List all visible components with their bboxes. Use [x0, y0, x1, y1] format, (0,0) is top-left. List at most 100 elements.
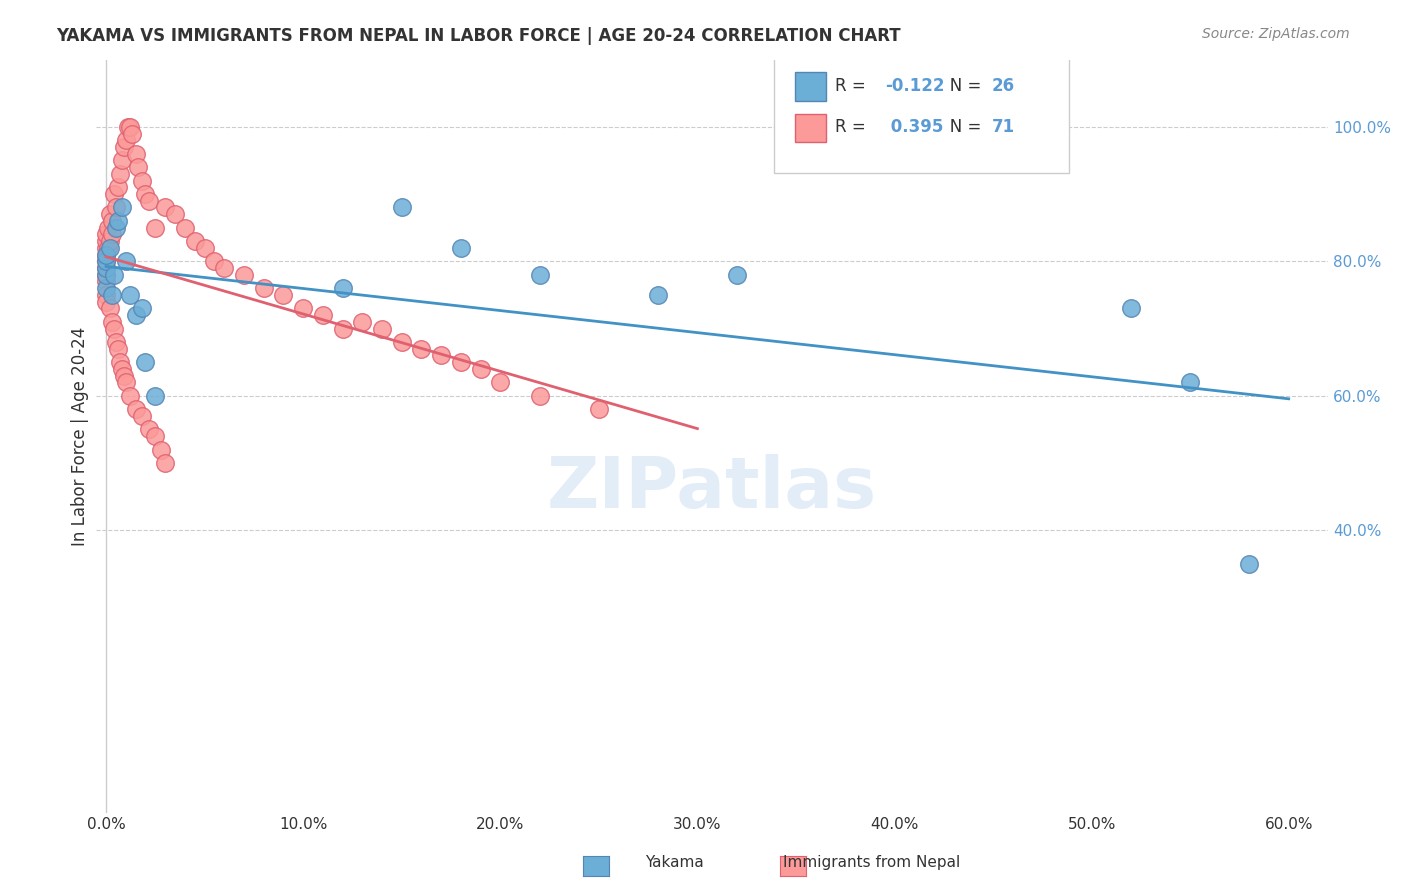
Point: [112, 140, 135, 154]
Text: Source: ZipAtlas.com: Source: ZipAtlas.com: [1202, 27, 1350, 41]
Point: [489, 376, 512, 390]
Point: [94, 294, 117, 309]
Point: [94, 260, 117, 275]
Point: [165, 207, 187, 221]
Point: [98, 301, 121, 316]
Point: [174, 220, 197, 235]
Point: [124, 308, 146, 322]
Point: [103, 321, 125, 335]
Point: [104, 220, 127, 235]
Point: [94, 247, 117, 261]
Point: [112, 368, 135, 383]
Point: [332, 281, 354, 295]
Point: [391, 201, 413, 215]
Point: [118, 120, 141, 134]
Text: YAKAMA VS IMMIGRANTS FROM NEPAL IN LABOR FORCE | AGE 20-24 CORRELATION CHART: YAKAMA VS IMMIGRANTS FROM NEPAL IN LABOR…: [56, 27, 901, 45]
Point: [107, 342, 129, 356]
Text: 0.395: 0.395: [884, 119, 943, 136]
Point: [117, 120, 139, 134]
Point: [233, 268, 256, 282]
Point: [118, 288, 141, 302]
Point: [253, 281, 276, 295]
Text: R =: R =: [835, 77, 872, 95]
Text: 26: 26: [991, 77, 1015, 95]
Text: ZIPatlas: ZIPatlas: [547, 454, 877, 524]
Point: [98, 207, 121, 221]
Point: [107, 214, 129, 228]
Text: N =: N =: [934, 77, 987, 95]
Point: [94, 281, 117, 295]
Point: [194, 241, 217, 255]
Point: [124, 402, 146, 417]
Point: [588, 402, 610, 417]
Point: [118, 389, 141, 403]
Point: [292, 301, 315, 316]
Point: [411, 342, 433, 356]
Point: [111, 201, 134, 215]
Point: [94, 260, 117, 275]
Point: [111, 362, 134, 376]
Point: [725, 268, 748, 282]
Point: [391, 334, 413, 349]
Point: [143, 389, 166, 403]
Point: [97, 241, 120, 255]
Point: [98, 241, 121, 255]
Point: [111, 153, 134, 168]
FancyBboxPatch shape: [773, 52, 1070, 172]
Point: [94, 268, 117, 282]
Point: [184, 234, 207, 248]
Point: [450, 241, 472, 255]
Point: [94, 275, 117, 289]
Point: [529, 389, 551, 403]
Point: [94, 234, 117, 248]
Text: 71: 71: [991, 119, 1015, 136]
Point: [101, 288, 124, 302]
Text: -0.122: -0.122: [884, 77, 945, 95]
Point: [127, 160, 149, 174]
Point: [94, 247, 117, 261]
Point: [470, 362, 492, 376]
Point: [143, 220, 166, 235]
Text: N =: N =: [934, 119, 987, 136]
Point: [204, 254, 226, 268]
Point: [273, 288, 295, 302]
Text: Immigrants from Nepal: Immigrants from Nepal: [783, 855, 960, 870]
Point: [94, 254, 117, 268]
Y-axis label: In Labor Force | Age 20-24: In Labor Force | Age 20-24: [72, 326, 89, 546]
Point: [138, 194, 160, 208]
Point: [371, 321, 394, 335]
Point: [131, 409, 153, 423]
Point: [104, 201, 127, 215]
Point: [103, 187, 125, 202]
Point: [647, 288, 669, 302]
Point: [153, 456, 176, 470]
Point: [101, 315, 124, 329]
FancyBboxPatch shape: [794, 72, 825, 101]
Point: [108, 355, 131, 369]
Point: [430, 348, 453, 362]
Point: [114, 254, 136, 268]
Point: [94, 254, 117, 268]
Point: [214, 260, 236, 275]
Point: [124, 146, 146, 161]
Point: [114, 376, 136, 390]
Point: [107, 180, 129, 194]
Point: [98, 234, 121, 248]
Point: [450, 355, 472, 369]
Point: [114, 133, 136, 147]
Point: [312, 308, 335, 322]
Point: [97, 220, 120, 235]
Point: [101, 227, 124, 242]
Point: [121, 127, 143, 141]
Point: [529, 268, 551, 282]
Point: [352, 315, 374, 329]
Point: [150, 442, 173, 457]
Point: [94, 268, 117, 282]
Text: R =: R =: [835, 119, 872, 136]
Point: [94, 288, 117, 302]
Point: [1239, 557, 1261, 571]
Point: [134, 355, 156, 369]
Point: [94, 241, 117, 255]
Point: [94, 227, 117, 242]
Point: [153, 201, 176, 215]
